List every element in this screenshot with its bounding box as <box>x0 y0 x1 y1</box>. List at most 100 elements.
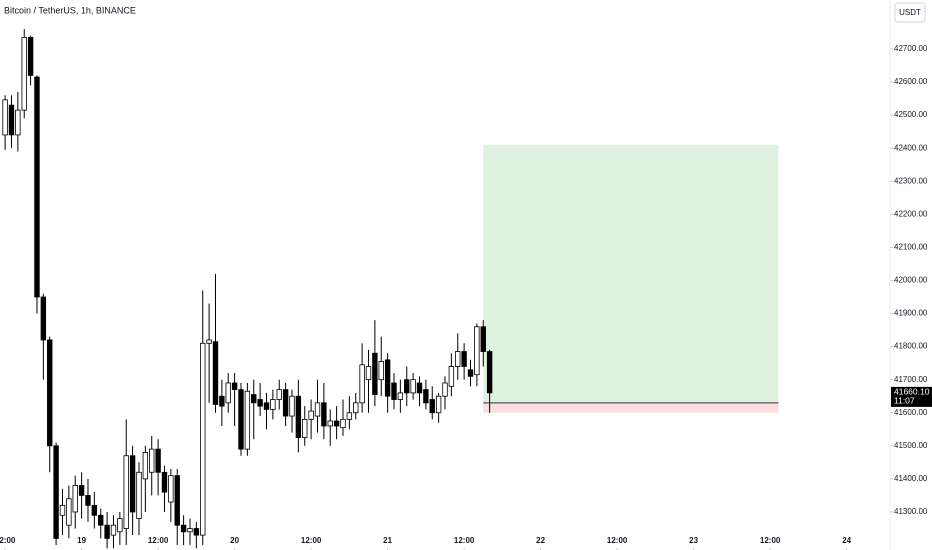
candle-body <box>149 448 155 473</box>
candle-body <box>480 326 486 352</box>
candle-body <box>212 341 219 405</box>
candle-body <box>2 99 8 136</box>
candle-body <box>333 420 340 427</box>
candle-body <box>129 455 136 513</box>
candle-body <box>85 495 91 506</box>
candle-body <box>187 528 193 533</box>
candle-body <box>340 418 346 429</box>
candle-body <box>327 420 333 427</box>
x-tick-label: 12:00 <box>607 536 628 545</box>
candle-body <box>404 379 410 394</box>
candle-body <box>66 498 72 526</box>
candle-body <box>34 76 40 298</box>
candle-body <box>91 504 98 516</box>
chart-title: Bitcoin / TetherUS, 1h, BINANCE <box>4 5 136 15</box>
y-tick-label: 42700.00 <box>894 44 928 53</box>
y-tick-label: 42300.00 <box>894 176 928 185</box>
candle-body <box>353 402 359 414</box>
candle-body <box>40 296 47 341</box>
y-tick-label: 42400.00 <box>894 143 928 152</box>
currency-button[interactable] <box>894 2 926 23</box>
candle-body <box>174 475 180 526</box>
y-tick-label: 42100.00 <box>894 242 928 251</box>
candle-body <box>302 418 308 438</box>
y-tick-label: 41600.00 <box>894 408 928 417</box>
y-tick-label: 41800.00 <box>894 342 928 351</box>
candle-body <box>397 392 404 400</box>
y-tick-label: 41300.00 <box>894 507 928 516</box>
x-tick-label: 22 <box>536 536 545 545</box>
candle-body <box>136 471 142 519</box>
x-tick-label: 12:00 <box>0 536 16 545</box>
y-tick-label: 41500.00 <box>894 441 928 450</box>
x-tick-label: 12:00 <box>148 536 169 545</box>
candle-body <box>410 379 416 394</box>
last-price-label: 41660.10 <box>894 387 930 397</box>
candle-body <box>461 351 467 367</box>
candle-body <box>219 395 225 407</box>
candle-body <box>238 389 244 450</box>
candle-body <box>416 382 423 394</box>
candle-body <box>98 514 104 526</box>
candle-body <box>276 389 282 400</box>
plot-area <box>2 29 779 549</box>
y-tick-label: 42600.00 <box>894 77 928 86</box>
candle-body <box>110 524 117 536</box>
candle-body <box>231 382 238 390</box>
x-tick-label: 12:00 <box>454 536 475 545</box>
candle-body <box>486 351 493 394</box>
candle-body <box>15 109 21 136</box>
y-tick-label: 41400.00 <box>894 474 928 483</box>
candle-body <box>435 395 442 414</box>
candle-body <box>206 339 212 344</box>
countdown-label: 11:07 <box>894 396 915 406</box>
candle-body <box>53 445 59 539</box>
candle-body <box>78 485 85 496</box>
candle-body <box>47 339 53 447</box>
last-price-badge <box>891 386 932 407</box>
candle-body <box>168 475 174 503</box>
candle-body <box>467 369 474 377</box>
x-tick-label: 20 <box>230 536 239 545</box>
candle-body <box>21 36 27 111</box>
candle-body <box>270 399 276 410</box>
candle-body <box>27 36 34 76</box>
candle-body <box>321 402 327 427</box>
candle-body <box>448 366 455 387</box>
candle-body <box>8 104 15 136</box>
y-tick-label: 41700.00 <box>894 375 928 384</box>
candle-body <box>308 410 314 420</box>
candle-body <box>180 524 187 533</box>
candle-body <box>59 504 66 516</box>
candle-body <box>142 452 149 480</box>
candle-body <box>200 342 206 536</box>
candle-body <box>346 412 353 420</box>
candle-body <box>455 351 461 367</box>
x-tick-label: 19 <box>77 536 86 545</box>
candle-body <box>123 455 129 529</box>
candle-body <box>155 448 161 473</box>
y-tick-label: 42200.00 <box>894 209 928 218</box>
candle-body <box>193 528 200 536</box>
candle-body <box>225 382 231 404</box>
candle-body <box>423 389 429 404</box>
x-tick-label: 21 <box>383 536 392 545</box>
x-tick-label: 12:00 <box>760 536 781 545</box>
candle-body <box>384 359 391 397</box>
candle-body <box>72 485 78 513</box>
y-tick-label: 42000.00 <box>894 276 928 285</box>
x-tick-label: 24 <box>842 536 851 545</box>
currency-label[interactable]: USDT <box>899 8 921 17</box>
profit-zone <box>483 144 779 403</box>
candle-body <box>295 395 302 438</box>
x-tick-label: 12:00 <box>301 536 322 545</box>
candle-body <box>263 402 270 410</box>
candle-body <box>257 399 263 407</box>
x-tick-label: 23 <box>689 536 698 545</box>
candle-body <box>289 395 295 417</box>
candle-body <box>474 326 480 376</box>
candle-body <box>359 364 365 404</box>
candle-body <box>161 471 168 493</box>
